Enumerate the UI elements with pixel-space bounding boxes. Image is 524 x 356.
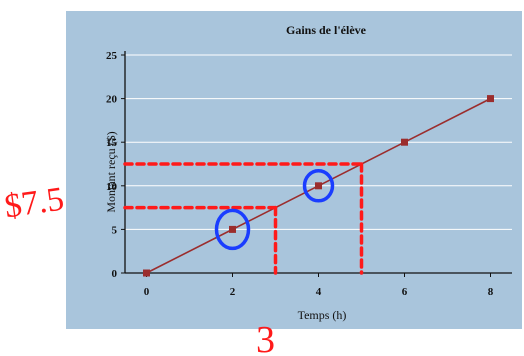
annotation-circle (214, 208, 251, 251)
y-tick-label: 10 (106, 181, 118, 193)
x-tick-label: 8 (488, 286, 494, 298)
y-tick-label: 0 (112, 268, 118, 280)
data-point-marker (401, 138, 408, 146)
data-point-marker (143, 269, 150, 277)
x-tick-label: 4 (316, 286, 322, 298)
y-tick-label: 20 (106, 94, 118, 106)
data-point-marker (315, 182, 322, 190)
y-tick-label: 15 (106, 137, 118, 149)
three-annotation: 3 (256, 319, 275, 356)
x-tick-label: 0 (144, 286, 150, 298)
y-tick-label: 25 (106, 50, 118, 62)
series-layer (143, 95, 494, 277)
chart-panel (66, 11, 522, 329)
axis-layer: 0 5 10 15 20 25 0 2 4 6 8 (106, 50, 512, 298)
annotation-layer (123, 162, 364, 275)
y-axis-label: Montant reçu ($) (104, 131, 118, 212)
x-axis-label: Temps (h) (298, 308, 347, 322)
data-point-marker (487, 95, 494, 103)
x-tick-label: 6 (402, 286, 408, 298)
grid-layer (125, 54, 512, 230)
x-tick-label: 2 (230, 286, 236, 298)
y-tick-label: 5 (112, 224, 118, 236)
dollar-annotation: $7.5 (2, 180, 66, 225)
annotation-circle (302, 169, 335, 203)
data-point-marker (229, 225, 236, 233)
chart-title: Gains de l'élève (286, 23, 367, 37)
